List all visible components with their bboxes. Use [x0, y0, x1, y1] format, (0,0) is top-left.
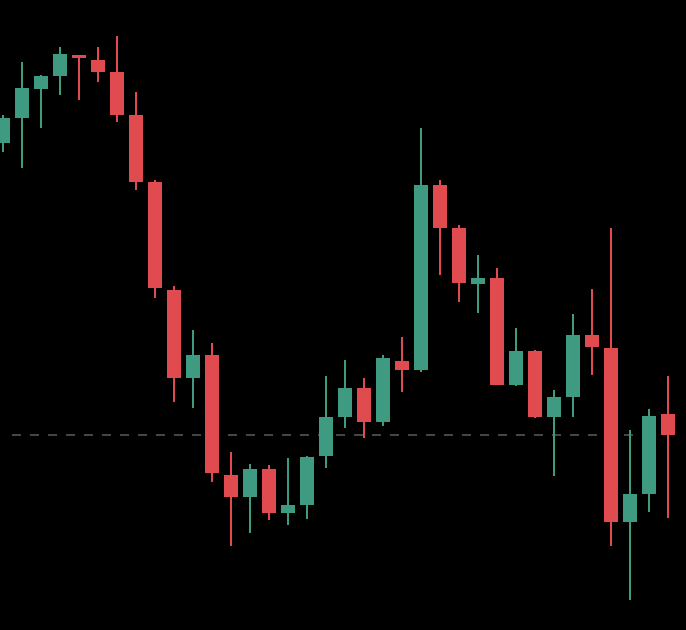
candle-body	[357, 388, 371, 422]
candle-body	[338, 388, 352, 417]
candle-body	[509, 351, 523, 385]
candle-body	[148, 182, 162, 288]
candle-body	[224, 475, 238, 497]
candle-body	[566, 335, 580, 397]
candle-body	[34, 76, 48, 89]
candle-body	[623, 494, 637, 522]
candle-body	[53, 54, 67, 76]
candle-body	[376, 358, 390, 422]
candle-body	[15, 88, 29, 118]
candle-body	[395, 361, 409, 370]
candle-body	[604, 348, 618, 522]
candle-body	[414, 185, 428, 370]
candle-body	[129, 115, 143, 182]
candle-body	[167, 290, 181, 378]
candle-body	[262, 469, 276, 513]
candle-body	[528, 351, 542, 417]
candle-body	[281, 505, 295, 513]
candle-body	[300, 457, 314, 505]
candle-body	[205, 355, 219, 473]
candle-body	[0, 118, 10, 143]
candle-body	[471, 278, 485, 284]
candle-body	[452, 228, 466, 283]
candle-body	[72, 55, 86, 58]
candle-body	[642, 416, 656, 494]
candle-body	[91, 60, 105, 72]
candle-body	[490, 278, 504, 385]
candle-body	[661, 414, 675, 435]
candle-body	[585, 335, 599, 347]
candle-body	[110, 72, 124, 115]
candle-body	[433, 185, 447, 228]
candle-body	[547, 397, 561, 417]
candle-body	[186, 355, 200, 378]
candle-body	[319, 417, 333, 456]
candle-body	[243, 469, 257, 497]
